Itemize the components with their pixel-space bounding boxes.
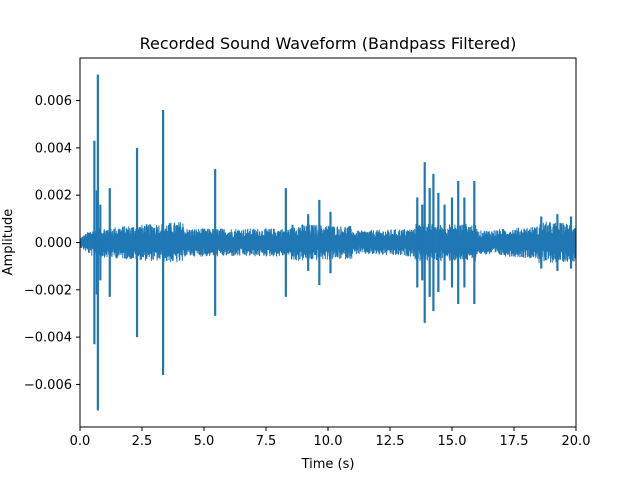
x-axis-ticks: 0.0 2.5 5.0 7.5 10.0 12.5 15.0 17.5 20.0 (70, 427, 591, 449)
x-tick-label: 10.0 (314, 434, 343, 449)
x-tick-label: 7.5 (256, 434, 277, 449)
x-tick-label: 20.0 (562, 434, 591, 449)
y-tick-label: −0.006 (24, 378, 72, 393)
x-tick-label: 2.5 (132, 434, 153, 449)
waveform-series (79, 74, 577, 411)
y-axis-label: Amplitude (1, 209, 16, 276)
y-tick-label: 0.004 (35, 141, 72, 156)
y-tick-label: 0.006 (35, 94, 72, 109)
y-tick-label: 0.002 (35, 189, 72, 204)
x-tick-label: 5.0 (194, 434, 215, 449)
x-axis-label: Time (s) (301, 457, 355, 472)
y-tick-label: −0.002 (24, 283, 72, 298)
plot-area (79, 57, 577, 428)
x-tick-label: 15.0 (438, 434, 467, 449)
y-axis-ticks: −0.006 −0.004 −0.002 0.000 0.002 0.004 0.006 (24, 94, 80, 393)
y-tick-label: 0.000 (35, 236, 72, 251)
x-tick-label: 12.5 (376, 434, 405, 449)
chart-title: Recorded Sound Waveform (Bandpass Filter… (140, 34, 517, 53)
x-tick-label: 17.5 (500, 434, 529, 449)
x-tick-label: 0.0 (70, 434, 91, 449)
y-tick-label: −0.004 (24, 331, 72, 346)
